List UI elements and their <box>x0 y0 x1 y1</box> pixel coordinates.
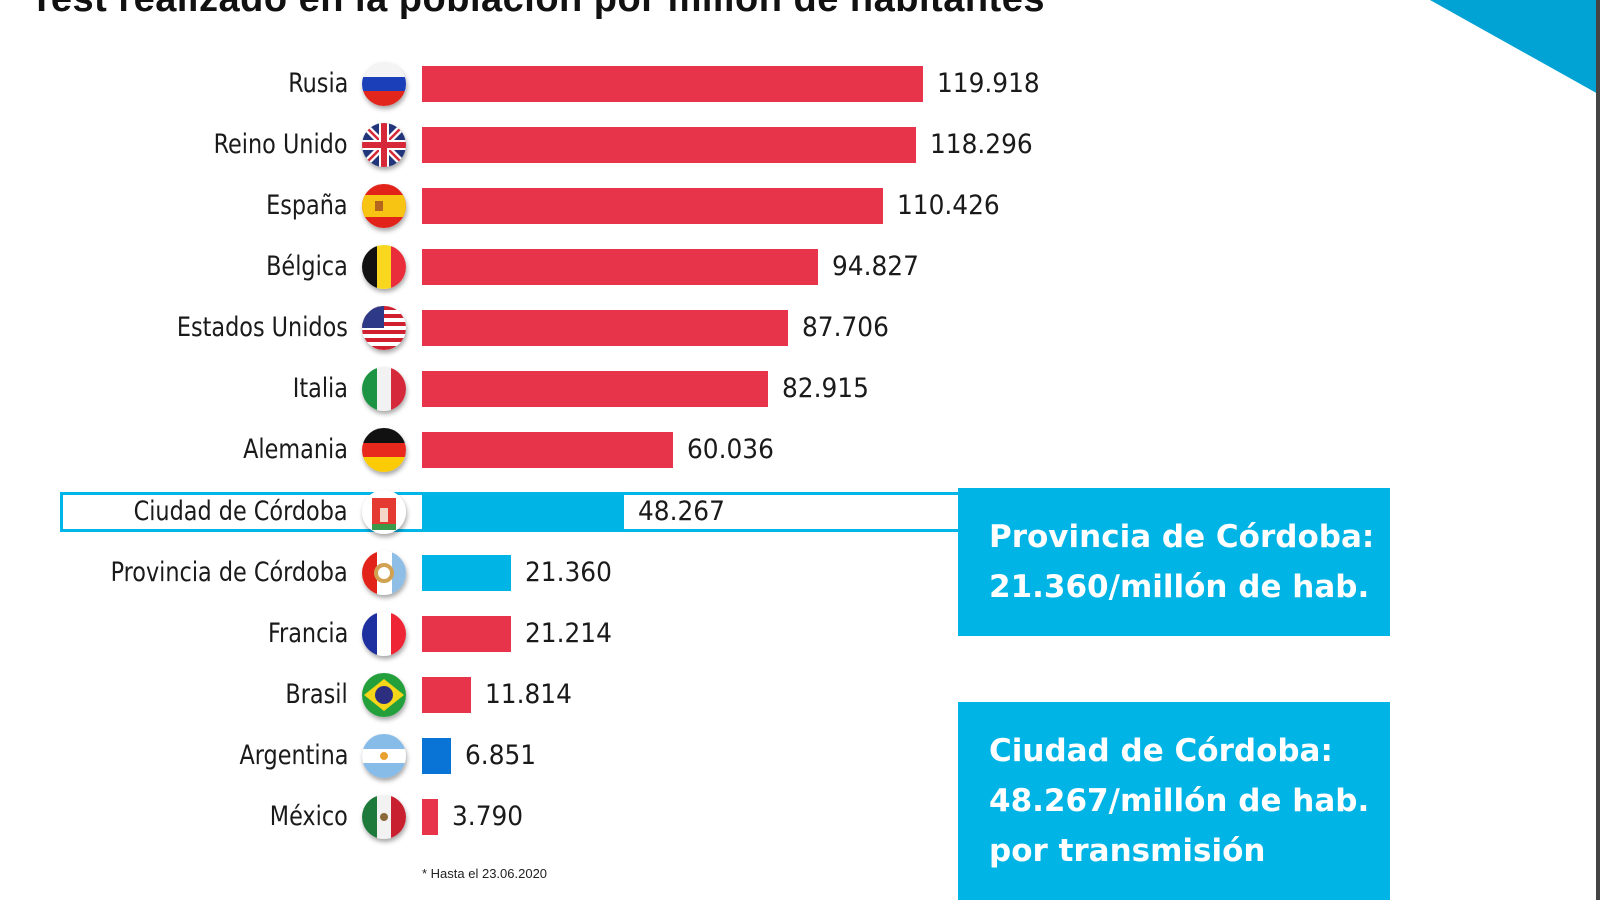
belgium-flag-icon <box>362 245 406 289</box>
info-box-provincia: Provincia de Córdoba: 21.360/millón de h… <box>958 488 1390 636</box>
data-label: 94.827 <box>831 251 919 282</box>
data-label: 119.918 <box>936 68 1040 99</box>
data-label: 21.360 <box>525 557 613 588</box>
bar <box>422 371 769 407</box>
france-flag-icon <box>362 612 406 656</box>
brazil-flag-icon <box>362 673 406 717</box>
usa-flag-icon <box>362 306 406 350</box>
spain-flag-icon <box>362 184 406 228</box>
italy-flag-icon <box>362 367 406 411</box>
bar <box>422 249 818 285</box>
category-label: Provincia de Córdoba <box>110 557 348 588</box>
data-label: 60.036 <box>686 434 774 465</box>
data-label: 82.915 <box>782 373 870 404</box>
data-label: 87.706 <box>802 312 890 343</box>
bar <box>422 432 673 468</box>
cordoba-province-flag-icon <box>362 551 406 595</box>
info-box-line: 21.360/millón de hab. <box>989 569 1370 605</box>
category-label: Reino Unido <box>214 129 348 160</box>
info-box-line: Provincia de Córdoba: <box>989 519 1375 555</box>
data-label: 6.851 <box>464 740 536 771</box>
cordoba-city-coat-icon <box>362 490 406 534</box>
germany-flag-icon <box>362 428 406 472</box>
russia-flag-icon <box>362 62 406 106</box>
bar <box>422 799 438 835</box>
uk-flag-icon <box>362 123 406 167</box>
bar <box>422 555 512 591</box>
category-label: Bélgica <box>266 251 348 282</box>
bar <box>422 677 472 713</box>
info-box-line: 48.267/millón de hab. <box>989 783 1370 819</box>
bar <box>422 310 789 346</box>
data-label: 118.296 <box>929 129 1033 160</box>
category-label: Rusia <box>287 68 348 99</box>
bar <box>422 738 451 774</box>
bar <box>422 494 624 530</box>
category-label: Estados Unidos <box>176 312 348 343</box>
data-label: 3.790 <box>451 801 523 832</box>
info-box-ciudad: Ciudad de Córdoba: 48.267/millón de hab.… <box>958 702 1390 900</box>
category-label: Francia <box>267 618 348 649</box>
data-label: 110.426 <box>897 190 1000 221</box>
bar <box>422 616 511 652</box>
category-label: Italia <box>292 373 348 404</box>
data-label: 11.814 <box>485 679 573 710</box>
chart-title: Test realizado en la población por milló… <box>30 0 1045 21</box>
data-label: 21.214 <box>524 618 612 649</box>
bar <box>422 127 916 163</box>
category-label: España <box>266 190 348 221</box>
category-label: Ciudad de Córdoba <box>134 496 348 527</box>
data-label: 48.267 <box>637 496 725 527</box>
argentina-flag-icon <box>362 734 406 778</box>
category-label: Alemania <box>243 434 348 465</box>
mexico-flag-icon <box>362 795 406 839</box>
category-label: Brasil <box>285 679 348 710</box>
info-box-line: Ciudad de Córdoba: <box>989 733 1333 769</box>
bar <box>422 66 923 102</box>
info-box-line: por transmisión <box>989 833 1266 869</box>
category-label: México <box>270 801 348 832</box>
footnote: * Hasta el 23.06.2020 <box>422 866 548 881</box>
category-label: Argentina <box>239 740 348 771</box>
bar <box>422 188 884 224</box>
window-edge <box>1596 0 1600 900</box>
